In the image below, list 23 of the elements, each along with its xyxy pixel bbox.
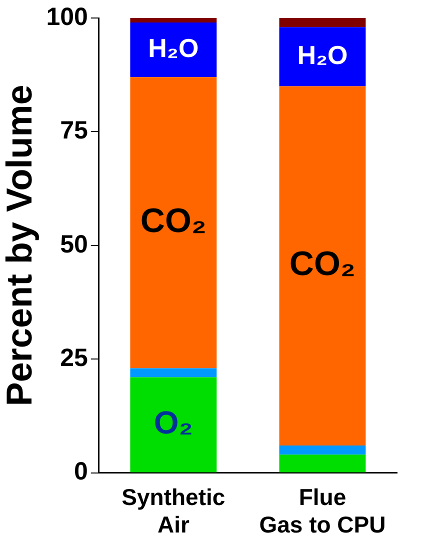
- bar: [279, 454, 366, 472]
- y-tick-label: 0: [74, 458, 88, 486]
- y-tick-label: 100: [46, 2, 88, 31]
- text: CO₂: [140, 202, 206, 240]
- series-label: O₂: [154, 404, 193, 441]
- text: H₂O: [297, 40, 348, 70]
- series-label: H₂O: [148, 33, 199, 64]
- bar: [130, 377, 217, 472]
- x-tick-label: Flue Gas to CPU: [259, 484, 386, 538]
- bar: [279, 446, 366, 455]
- bar: [279, 27, 366, 86]
- bar: [130, 22, 217, 78]
- series-label: CO₂: [289, 245, 356, 284]
- y-tick-label: 75: [60, 116, 88, 145]
- y-axis-title: Percent by Volume: [0, 84, 40, 406]
- bar: [130, 77, 217, 368]
- bar: [279, 86, 366, 446]
- y-tick-label: 50: [60, 230, 88, 258]
- y-tick-label: 25: [60, 344, 88, 372]
- x-tick-label: Synthetic Air: [122, 484, 226, 538]
- bar: [130, 18, 217, 23]
- bar: [279, 18, 366, 28]
- bar: [130, 368, 217, 378]
